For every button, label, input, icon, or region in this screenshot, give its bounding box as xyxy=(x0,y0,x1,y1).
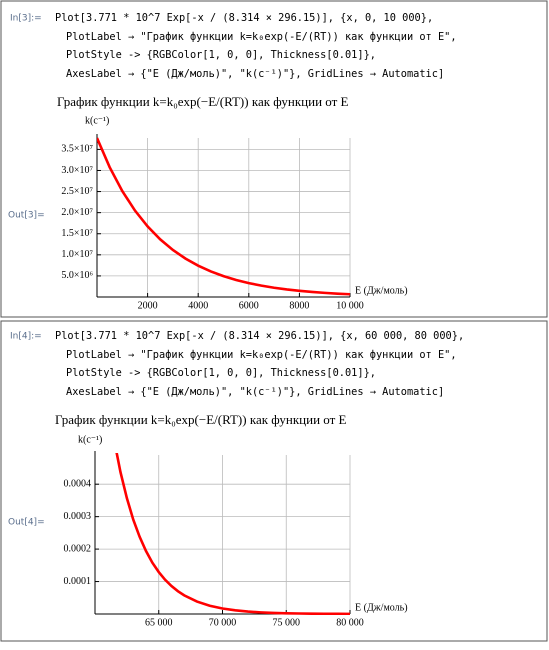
code-line: Plot[3.771 * 10^7 Exp[-x / (8.314 × 296.… xyxy=(55,12,433,24)
y-tick-label: 0.0001 xyxy=(64,576,92,587)
x-tick-label: 6000 xyxy=(239,300,259,311)
y-tick-label: 2.5×10⁷ xyxy=(61,186,93,197)
x-tick-label: 10 000 xyxy=(336,300,364,311)
code-line: PlotStyle -> {RGBColor[1, 0, 0], Thickne… xyxy=(66,367,376,379)
y-tick-label: 2.0×10⁷ xyxy=(61,207,93,218)
cell-frame xyxy=(0,320,548,642)
input-label: In[4]:= xyxy=(10,332,42,342)
cell-frame xyxy=(0,0,548,318)
y-tick-label: 1.0×10⁷ xyxy=(61,249,93,260)
curve xyxy=(97,137,351,296)
y-tick-label: 0.0002 xyxy=(64,543,92,554)
x-tick-label: 2000 xyxy=(138,300,158,311)
x-tick-label: 70 000 xyxy=(209,617,237,628)
y-tick-label: 1.5×10⁷ xyxy=(61,228,93,239)
code-line: AxesLabel → {"E (Дж/моль)", "k(c⁻¹)"}, G… xyxy=(66,386,444,398)
x-tick-label: 65 000 xyxy=(145,617,173,628)
x-tick-label: 75 000 xyxy=(273,617,301,628)
x-tick-label: 4000 xyxy=(188,300,208,311)
code-line: AxesLabel → {"E (Дж/моль)", "k(c⁻¹)"}, G… xyxy=(66,68,444,80)
x-tick-label: 80 000 xyxy=(336,617,364,628)
y-axis-label: k(c⁻¹) xyxy=(78,434,102,445)
input-label: In[3]:= xyxy=(10,14,42,24)
curve xyxy=(115,453,351,615)
code-line: PlotLabel → "График функции k=k₀exp(-E/(… xyxy=(66,31,457,43)
y-tick-label: 3.0×10⁷ xyxy=(61,165,93,176)
y-tick-label: 3.5×10⁷ xyxy=(61,144,93,155)
code-line: PlotStyle -> {RGBColor[1, 0, 0], Thickne… xyxy=(66,49,376,61)
y-tick-label: 5.0×10⁶ xyxy=(61,270,93,281)
x-axis-label: E (Дж/моль) xyxy=(355,285,408,296)
code-line: Plot[3.771 * 10^7 Exp[-x / (8.314 × 296.… xyxy=(55,330,464,342)
x-tick-label: 8000 xyxy=(289,300,309,311)
y-tick-label: 0.0003 xyxy=(64,511,92,522)
code-line: PlotLabel → "График функции k=k₀exp(-E/(… xyxy=(66,349,457,361)
x-axis-label: E (Дж/моль) xyxy=(355,602,408,613)
output-label: Out[3]= xyxy=(8,211,45,221)
y-tick-label: 0.0004 xyxy=(64,479,92,490)
plot-title: График функции k=k₀exp(−E/(RT)) как функ… xyxy=(57,94,349,109)
y-axis-label: k(c⁻¹) xyxy=(85,115,109,126)
output-label: Out[4]= xyxy=(8,518,45,528)
plot-title: График функции k=k₀exp(−E/(RT)) как функ… xyxy=(55,412,347,427)
